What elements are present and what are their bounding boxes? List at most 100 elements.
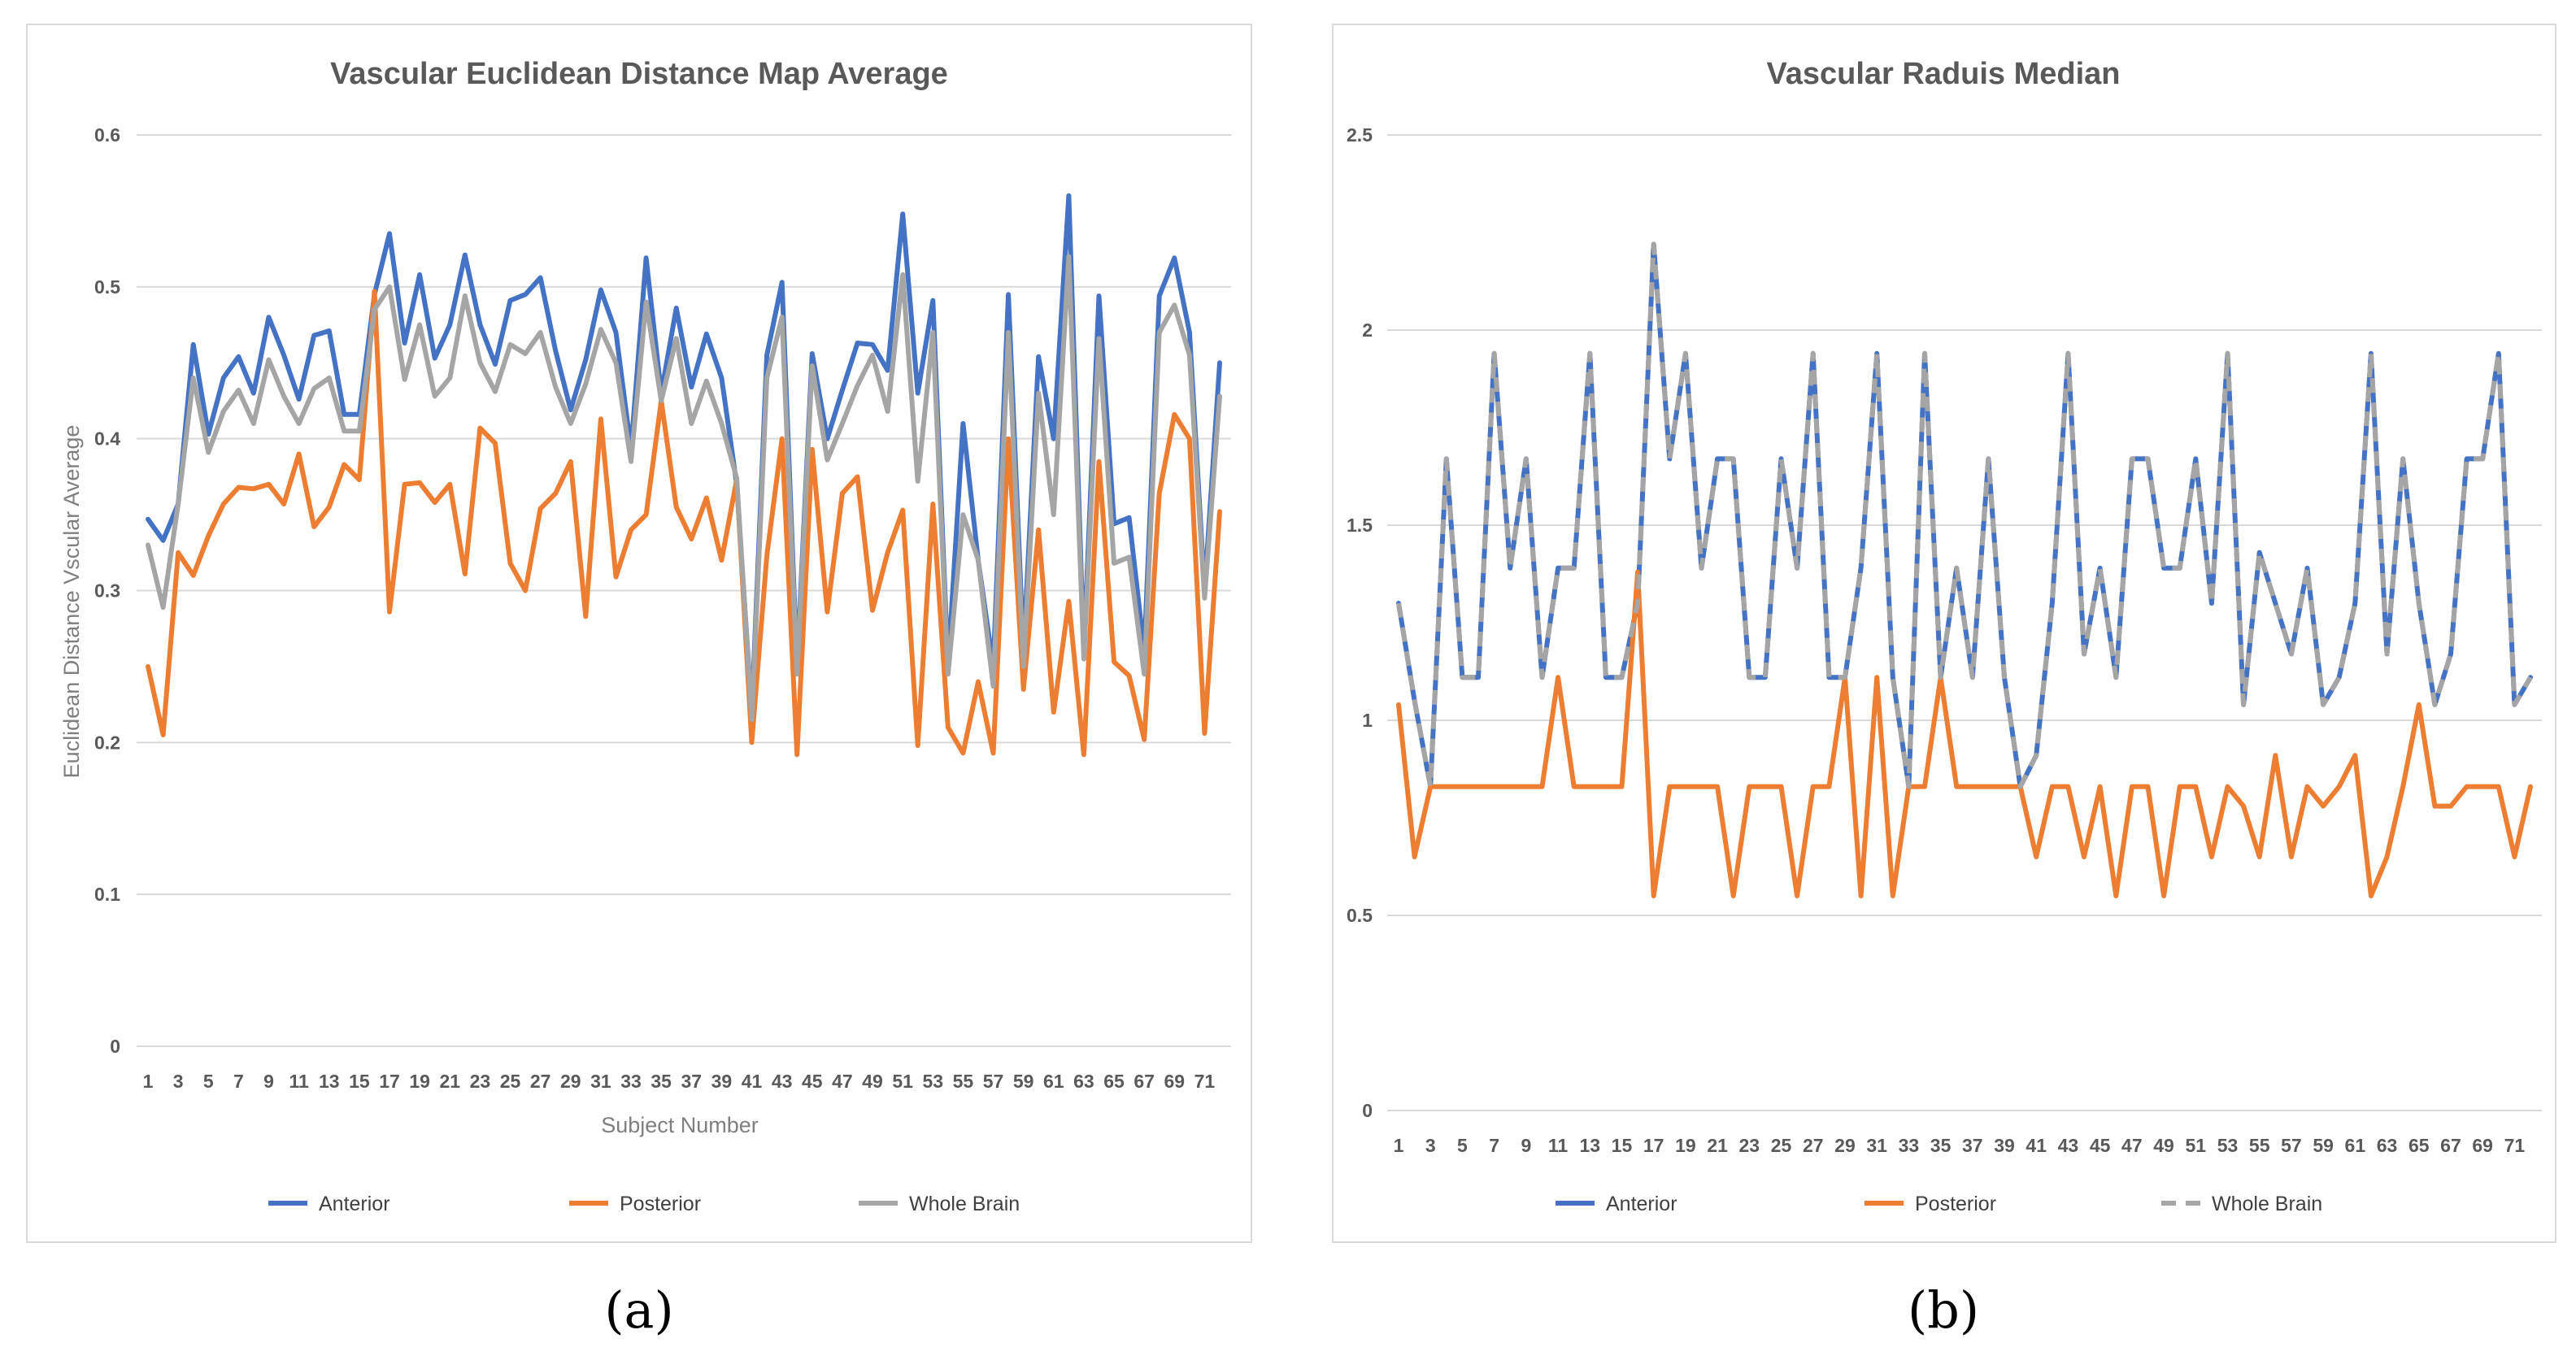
x-tick-label: 25	[1771, 1135, 1792, 1156]
panel-label-a: (a)	[604, 1280, 673, 1340]
x-tick-label: 21	[1707, 1135, 1728, 1156]
y-tick-label: 1.5	[1347, 515, 1373, 536]
y-tick-label: 0.5	[94, 276, 120, 298]
y-tick-label: 2.5	[1347, 124, 1373, 146]
chart-a-title: Vascular Euclidean Distance Map Average	[330, 57, 948, 91]
x-tick-label: 25	[500, 1071, 521, 1092]
x-tick-label: 15	[1612, 1135, 1633, 1156]
x-tick-label: 55	[2249, 1135, 2270, 1156]
x-tick-label: 63	[2377, 1135, 2398, 1156]
x-tick-label: 43	[2058, 1135, 2079, 1156]
legend-label: Anterior	[1606, 1193, 1677, 1215]
x-tick-label: 5	[1457, 1135, 1468, 1156]
y-tick-label: 0.1	[94, 884, 120, 905]
x-tick-label: 45	[802, 1071, 823, 1092]
chart-b-y-ticks: 0 0.5 1 1.5 2 2.5	[1347, 124, 1373, 1121]
x-tick-label: 39	[1994, 1135, 2015, 1156]
x-tick-label: 51	[892, 1071, 913, 1092]
x-tick-label: 31	[590, 1071, 611, 1092]
x-tick-label: 67	[2440, 1135, 2461, 1156]
x-tick-label: 71	[1194, 1071, 1216, 1092]
x-tick-label: 71	[2504, 1135, 2526, 1156]
x-tick-label: 23	[470, 1071, 491, 1092]
x-tick-label: 31	[1866, 1135, 1887, 1156]
x-tick-label: 3	[1425, 1135, 1436, 1156]
y-tick-label: 0	[110, 1036, 120, 1057]
x-tick-label: 41	[2026, 1135, 2047, 1156]
chart-a-legend: Anterior Posterior Whole Brain	[268, 1193, 1020, 1215]
x-tick-label: 49	[2153, 1135, 2174, 1156]
x-tick-label: 39	[711, 1071, 733, 1092]
x-tick-label: 53	[922, 1071, 943, 1092]
series-line-whole-brain	[1396, 241, 2533, 789]
x-tick-label: 67	[1134, 1071, 1155, 1092]
y-tick-label: 0	[1362, 1100, 1373, 1121]
x-tick-label: 7	[233, 1071, 244, 1092]
x-tick-label: 29	[1834, 1135, 1856, 1156]
x-tick-label: 45	[2090, 1135, 2111, 1156]
x-tick-label: 59	[2313, 1135, 2334, 1156]
x-tick-label: 33	[1899, 1135, 1920, 1156]
panel-label-b: (b)	[1908, 1280, 1979, 1340]
x-tick-label: 23	[1739, 1135, 1760, 1156]
x-tick-label: 27	[530, 1071, 551, 1092]
chart-a-x-ticks: 1 3 5 7 9 11 13 15 17 19 21 23 25 27 29 31 33 35 37 39 41 43 4…	[143, 1071, 1216, 1092]
x-tick-label: 27	[1803, 1135, 1824, 1156]
x-tick-label: 51	[2185, 1135, 2206, 1156]
x-tick-label: 1	[1394, 1135, 1404, 1156]
chart-a-gridlines	[137, 134, 1231, 1047]
y-tick-label: 2	[1362, 319, 1373, 341]
x-tick-label: 57	[2281, 1135, 2302, 1156]
x-tick-label: 65	[2408, 1135, 2430, 1156]
x-tick-label: 59	[1013, 1071, 1034, 1092]
x-tick-label: 37	[681, 1071, 702, 1092]
chart-b-title: Vascular Raduis Median	[1766, 57, 2120, 91]
legend-label: Posterior	[620, 1193, 701, 1215]
x-tick-label: 7	[1489, 1135, 1499, 1156]
legend-label: Whole Brain	[909, 1193, 1020, 1215]
x-tick-label: 11	[1548, 1135, 1569, 1156]
x-tick-label: 15	[349, 1071, 370, 1092]
x-tick-label: 35	[651, 1071, 672, 1092]
x-tick-label: 19	[1675, 1135, 1696, 1156]
y-tick-label: 0.5	[1347, 905, 1373, 926]
x-tick-label: 35	[1930, 1135, 1952, 1156]
x-tick-label: 5	[203, 1071, 214, 1092]
y-tick-label: 0.4	[94, 428, 120, 450]
x-tick-label: 57	[983, 1071, 1004, 1092]
series-line-whole-brain	[146, 254, 1222, 723]
chart-a: Vascular Euclidean Distance Map Average …	[26, 24, 1252, 1243]
y-tick-label: 0.2	[94, 732, 120, 753]
series-line-posterior	[146, 289, 1222, 758]
x-tick-label: 47	[832, 1071, 853, 1092]
x-tick-label: 29	[560, 1071, 581, 1092]
x-tick-label: 17	[379, 1071, 400, 1092]
legend-label: Anterior	[319, 1193, 390, 1215]
x-tick-label: 9	[263, 1071, 274, 1092]
legend-label: Whole Brain	[2212, 1193, 2322, 1215]
x-tick-label: 53	[2217, 1135, 2239, 1156]
x-tick-label: 37	[1962, 1135, 1983, 1156]
chart-a-x-axis-title: Subject Number	[601, 1113, 759, 1137]
x-tick-label: 9	[1521, 1135, 1531, 1156]
x-tick-label: 21	[439, 1071, 460, 1092]
x-tick-label: 13	[1579, 1135, 1600, 1156]
x-tick-label: 41	[742, 1071, 763, 1092]
chart-b-gridlines	[1387, 134, 2542, 1111]
legend-label: Posterior	[1915, 1193, 1996, 1215]
chart-a-y-axis-title: Euclidean Distance Vscular Average	[59, 425, 84, 779]
chart-a-y-ticks: 0 0.1 0.2 0.3 0.4 0.5 0.6	[94, 124, 120, 1057]
x-tick-label: 63	[1073, 1071, 1094, 1092]
series-line-posterior	[1396, 569, 2533, 898]
x-tick-label: 1	[143, 1071, 154, 1092]
x-tick-label: 3	[173, 1071, 184, 1092]
x-tick-label: 11	[289, 1071, 309, 1092]
y-tick-label: 1	[1362, 710, 1373, 731]
chart-b-legend: Anterior Posterior Whole Brain	[1556, 1193, 2322, 1215]
chart-b-frame	[1332, 24, 2556, 1243]
x-tick-label: 17	[1643, 1135, 1664, 1156]
x-tick-label: 65	[1103, 1071, 1125, 1092]
y-tick-label: 0.6	[94, 124, 120, 146]
